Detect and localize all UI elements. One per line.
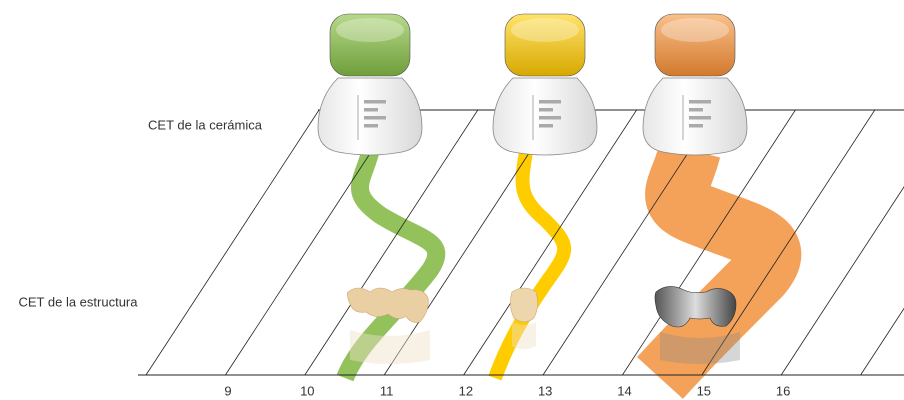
jar-stripe (364, 116, 386, 120)
axis-ticks: 9 10 11 12 13 14 15 16 (224, 383, 790, 398)
restorations (347, 286, 740, 364)
bridge-ceramic (347, 287, 429, 323)
jar-stripe (539, 108, 553, 112)
crown (510, 287, 538, 323)
jar-cap (504, 13, 586, 77)
ceramic-band-green (336, 142, 446, 382)
jar-stripe (364, 108, 378, 112)
tick-label: 10 (300, 383, 314, 398)
metal-reflection (660, 332, 740, 364)
bridge-metal (654, 286, 737, 328)
jar (317, 13, 423, 156)
jar-stripe (539, 124, 553, 128)
jar-cap-top (511, 18, 579, 42)
tick-label: 12 (459, 383, 473, 398)
diagonal-line (701, 109, 876, 376)
jar-stripe (364, 124, 378, 128)
jar-stripe (689, 116, 711, 120)
jar-stripe (539, 100, 561, 104)
jars (317, 13, 748, 156)
grid (145, 109, 904, 376)
jar (642, 13, 748, 156)
structure-label: CET de la estructura (19, 294, 139, 309)
jar-cap-top (661, 18, 729, 42)
jar-stripe (689, 108, 703, 112)
bands (336, 141, 802, 399)
diagonal-line (860, 307, 904, 376)
tick-label: 13 (538, 383, 552, 398)
jar-cap (329, 13, 411, 77)
jar-stripe (539, 116, 561, 120)
ceramic-label: CET de la cerámica (148, 117, 263, 132)
diagonal-line (622, 109, 796, 376)
bridge-reflection (350, 330, 430, 364)
crown-reflection (512, 322, 536, 349)
jar-stripe (364, 100, 386, 104)
ceramic-band-orange (637, 141, 802, 399)
jar-cap (654, 13, 736, 77)
tick-label: 11 (380, 383, 394, 398)
diagonal-line (463, 109, 637, 376)
jar-stripe (689, 124, 703, 128)
diagonal-line (780, 186, 904, 376)
tick-label: 15 (697, 383, 711, 398)
diagonal-line (145, 109, 320, 376)
jar-cap-top (336, 18, 404, 42)
tick-label: 9 (224, 383, 231, 398)
tick-label: 14 (617, 383, 631, 398)
jar (492, 13, 598, 156)
jar-stripe (689, 100, 711, 104)
tick-label: 16 (776, 383, 790, 398)
diagonal-line (304, 109, 479, 376)
ceramic-band-yellow (488, 144, 572, 381)
